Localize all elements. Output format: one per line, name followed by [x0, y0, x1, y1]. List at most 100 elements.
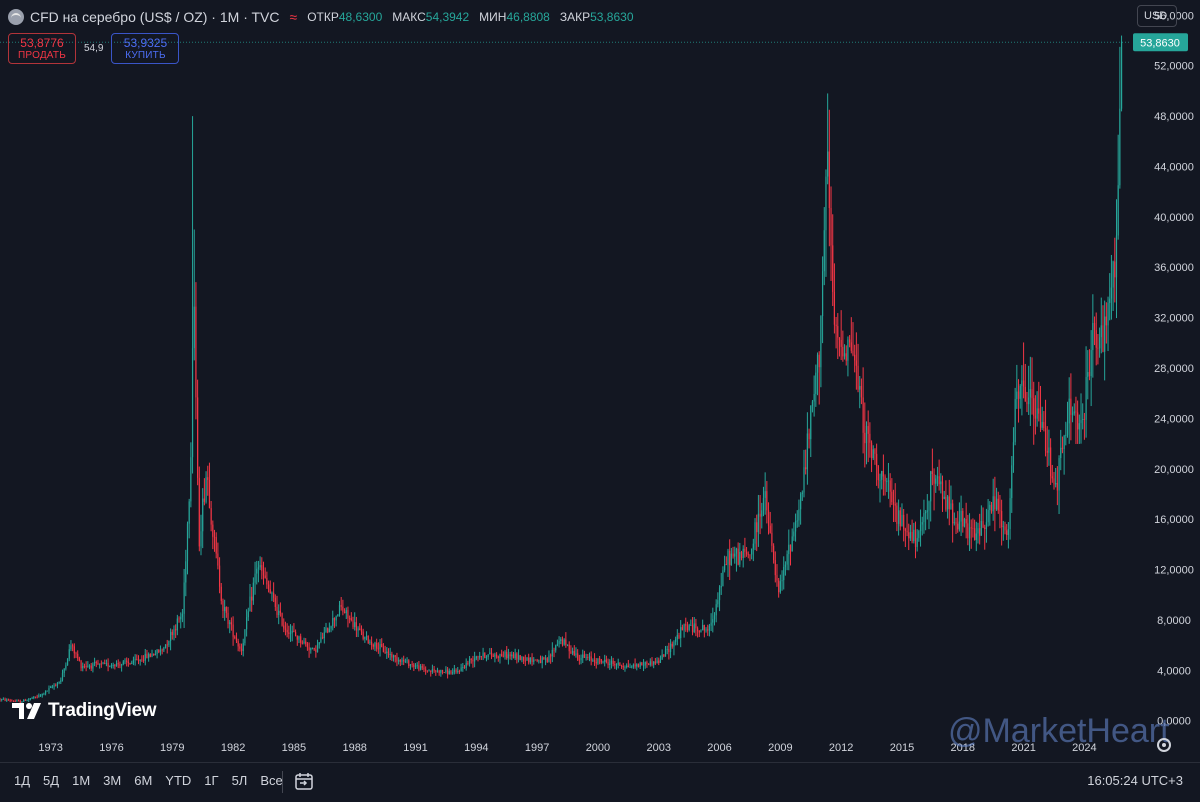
buy-button[interactable]: 53,9325 КУПИТЬ: [111, 33, 180, 64]
candle-body: [612, 660, 614, 665]
candle-body: [803, 467, 805, 493]
candle-body: [129, 662, 131, 665]
candle-body: [1046, 450, 1048, 453]
candle-body: [631, 666, 633, 668]
range-1m[interactable]: 1М: [72, 773, 91, 788]
tradingview-logo-text: TradingView: [48, 700, 157, 721]
candle-body: [789, 544, 792, 552]
candle-body: [539, 660, 542, 663]
candle-body: [70, 645, 72, 650]
candle-body: [202, 498, 204, 532]
candle-body: [700, 630, 702, 633]
candle-body: [399, 659, 401, 662]
candle-body: [286, 629, 288, 633]
candle-body: [158, 649, 160, 653]
candle-body: [832, 245, 834, 292]
y-axis[interactable]: 0,0000 4,0000 8,0000 12,0000 16,0000 20,0000 2…: [1154, 10, 1194, 727]
currency-selector[interactable]: USD: [1137, 5, 1177, 27]
candle-body: [435, 670, 437, 672]
candle-body: [761, 510, 763, 517]
last-price-label: 53,8630: [1140, 37, 1180, 49]
candle-body: [327, 627, 329, 633]
candle-body: [330, 626, 332, 629]
candle-body: [48, 688, 50, 691]
x-tick-label: 2018: [951, 742, 975, 754]
symbol-title[interactable]: CFD на серебро (US$ / OZ) · 1M · TVC: [30, 9, 280, 25]
candle-body: [492, 655, 494, 657]
candle-body: [75, 653, 77, 655]
range-1d[interactable]: 1Д: [14, 773, 31, 788]
range-5d[interactable]: 5Д: [43, 773, 60, 788]
candle-body: [897, 510, 900, 524]
range-1y[interactable]: 1Г: [204, 773, 219, 788]
candle-body: [61, 672, 64, 681]
x-tick-label: 1976: [99, 742, 123, 754]
candle-body: [484, 652, 486, 658]
candle-body: [325, 627, 327, 633]
candle-body: [279, 610, 281, 614]
candle-body: [259, 565, 261, 568]
candle-body: [171, 631, 173, 636]
candle-body: [825, 176, 827, 231]
candle-body: [673, 641, 675, 647]
ohlc-close: ЗАКР53,8630: [560, 10, 634, 24]
x-tick-label: 2012: [829, 742, 853, 754]
candle-body: [556, 644, 558, 646]
candle-body: [691, 624, 694, 632]
range-all[interactable]: Все: [260, 773, 283, 788]
candle-body: [110, 665, 113, 667]
candle-body: [747, 553, 749, 555]
wave-icon[interactable]: ≈: [289, 9, 298, 25]
candle-body: [355, 622, 357, 631]
candle-body: [391, 653, 393, 658]
candle-body: [495, 654, 498, 657]
candle-body: [732, 553, 734, 557]
candle-body: [100, 663, 102, 665]
range-6m[interactable]: 6М: [134, 773, 153, 788]
candle-body: [894, 503, 896, 506]
candle-body: [195, 306, 197, 398]
candle-body: [1038, 408, 1040, 414]
candle-body: [759, 513, 761, 517]
range-ytd[interactable]: YTD: [165, 773, 192, 788]
clock[interactable]: 16:05:24 UTC+3: [1087, 773, 1183, 788]
candle-body: [560, 639, 562, 641]
price-chart[interactable]: 0,0000 4,0000 8,0000 12,0000 16,0000 20,0000 2…: [0, 0, 1200, 762]
candle-body: [639, 662, 641, 667]
candle-body: [855, 360, 857, 366]
candle-body: [734, 553, 736, 557]
range-3m[interactable]: 3М: [103, 773, 122, 788]
candle-body: [661, 654, 663, 660]
candle-body: [377, 648, 379, 650]
gear-icon[interactable]: [1157, 738, 1171, 752]
candle-body: [837, 326, 839, 338]
candle-body: [805, 467, 807, 470]
candle-body: [849, 339, 851, 343]
range-5y[interactable]: 5Л: [231, 773, 248, 788]
candle-body: [1104, 316, 1106, 352]
candle-body: [896, 505, 898, 524]
candle-body: [431, 669, 434, 672]
candle-body: [12, 700, 15, 702]
candle-body: [311, 647, 314, 649]
x-tick-label: 1979: [160, 742, 184, 754]
candle-body: [104, 662, 106, 664]
candle-body: [176, 618, 178, 631]
sell-button[interactable]: 53,8776 ПРОДАТЬ: [8, 33, 76, 64]
candle-body: [573, 650, 575, 656]
candle-body: [668, 649, 670, 653]
calendar-icon[interactable]: [294, 771, 314, 791]
candle-body: [465, 663, 467, 668]
candle-body: [644, 662, 646, 666]
candle-body: [941, 481, 944, 499]
candle-body: [1050, 447, 1052, 477]
candle-body: [360, 630, 363, 632]
x-axis[interactable]: 1973 1976 1979 1982 1985 1988 1991 1994 1997 2000…: [38, 742, 1096, 754]
candle-body: [582, 654, 584, 658]
candle-body: [502, 656, 504, 658]
x-tick-label: 2006: [707, 742, 731, 754]
candle-body: [328, 628, 330, 633]
candle-body: [938, 476, 940, 485]
candle-body: [516, 653, 518, 660]
candle-body: [428, 670, 430, 672]
